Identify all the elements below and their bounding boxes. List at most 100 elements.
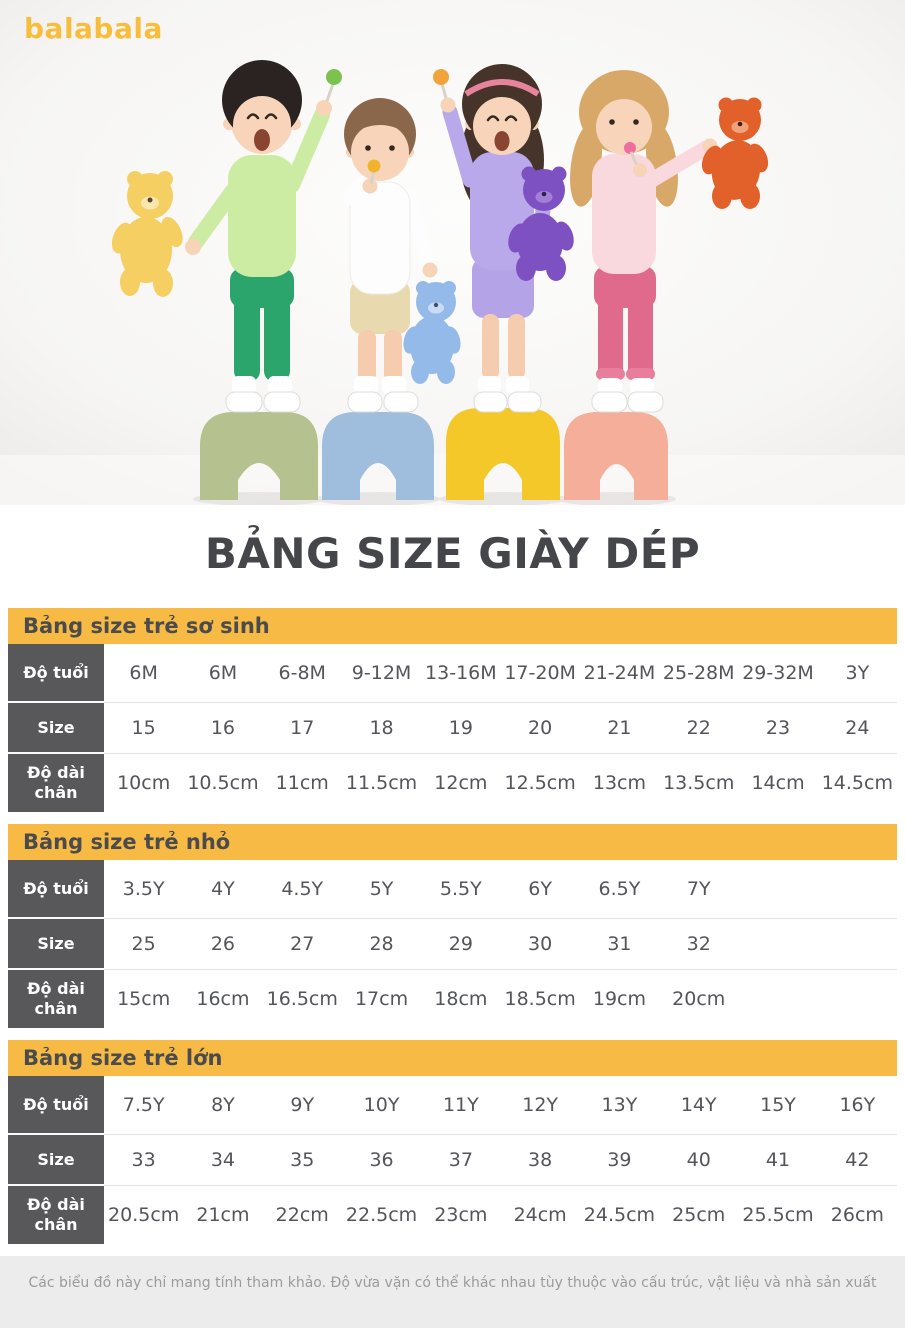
table-cell: 3.5Y (104, 860, 184, 919)
table-cell: 12Y (500, 1076, 580, 1135)
table-cell: 4Y (183, 860, 263, 919)
table-row: Độ tuổi 6M 6M 6-8M 9-12M 13-16M 17-20M 21-24M 25… (8, 644, 897, 703)
table-cell: 13.5cm (663, 771, 735, 794)
yellow-lollipop (367, 159, 381, 173)
pink-headband (464, 79, 540, 97)
size-table: Bảng size trẻ sơ sinh Độ tuổi 6M 6M 6-8M 9-12… (8, 608, 897, 812)
table-cell: 30 (500, 918, 580, 970)
table-row: Độ tuổi 3.5Y 4Y 4.5Y 5Y 5.5Y 6Y 6.5Y 7Y (8, 860, 897, 919)
table-cell: 17-20M (500, 644, 580, 703)
table-cell: 12.5cm (504, 771, 576, 794)
size-table: Bảng size trẻ lớn Độ tuổi 7.5Y 8Y 9Y 10Y 11Y 12… (8, 1040, 897, 1244)
table-cell: 4.5Y (262, 860, 342, 919)
table-cell: 23 (738, 702, 818, 754)
brand-logo: balabala (24, 12, 163, 45)
table-cell: 36 (341, 1134, 422, 1186)
table-cell: 10Y (341, 1076, 422, 1135)
table-cell: 6Y (500, 860, 580, 919)
row-label: Độ dài chân (8, 753, 104, 812)
kid-boy-green (185, 60, 342, 413)
table-cell: 24 (817, 702, 897, 754)
table-cell: 6M (104, 644, 184, 703)
table-cell: 10cm (117, 771, 171, 794)
row-label: Size (8, 702, 104, 754)
table-cell: 21-24M (579, 644, 660, 703)
table-cell: 19 (421, 702, 501, 754)
size-grid: Độ tuổi 7.5Y 8Y 9Y 10Y 11Y 12Y 13Y 14Y 15Y 16Y Size… (8, 1076, 897, 1244)
table-cell: 31 (579, 918, 660, 970)
table-cell: 13cm (592, 771, 646, 794)
table-cell: 16Y (817, 1076, 897, 1135)
table-cell: 15Y (738, 1076, 818, 1135)
table-title-bar: Bảng size trẻ sơ sinh (8, 608, 897, 644)
table-cell: 25-28M (659, 644, 739, 703)
table-cell: 14.5cm (821, 771, 893, 794)
table-cell: 5Y (341, 860, 422, 919)
row-label: Độ tuổi (8, 1076, 104, 1135)
table-cell: 20 (500, 702, 580, 754)
table-cell: 28 (341, 918, 422, 970)
pink-lollipop (624, 142, 636, 154)
table-cell: 3Y (817, 644, 897, 703)
table-cell: 15cm (117, 987, 171, 1010)
table-row: Độ dài chân 15cm 16cm 16.5cm 17cm 18cm 18.5cm 1… (8, 969, 897, 1028)
table-row: Độ dài chân 10cm 10.5cm 11cm 11.5cm 12cm 12.5c… (8, 753, 897, 812)
table-cell: 11.5cm (345, 771, 418, 794)
table-cell: 13-16M (421, 644, 501, 703)
teddy-bear-purple (508, 166, 574, 281)
table-cell: 29-32M (738, 644, 818, 703)
table-cell: 6.5Y (579, 860, 660, 919)
table-cell: 25cm (672, 1203, 726, 1226)
hero-photo: balabala (0, 0, 905, 505)
kid-girl-pink (570, 70, 718, 413)
table-row: Size 15 16 17 18 19 20 21 22 23 24 (8, 702, 897, 754)
table-cell: 39 (579, 1134, 660, 1186)
table-cell: 34 (183, 1134, 263, 1186)
table-cell: 6-8M (262, 644, 342, 703)
stool-green (200, 412, 318, 500)
row-label: Size (8, 918, 104, 970)
table-cell: 29 (421, 918, 501, 970)
table-cell: 32 (659, 918, 739, 970)
table-cell: 21cm (196, 1203, 250, 1226)
row-label: Độ dài chân (8, 1185, 104, 1244)
table-cell: 18cm (434, 987, 488, 1010)
row-label: Độ tuổi (8, 644, 104, 703)
table-cell: 13Y (579, 1076, 660, 1135)
table-cell: 22cm (275, 1203, 329, 1226)
size-tables: Bảng size trẻ sơ sinh Độ tuổi 6M 6M 6-8M 9-12… (0, 608, 905, 1244)
size-grid: Độ tuổi 6M 6M 6-8M 9-12M 13-16M 17-20M 21-24M 25… (8, 644, 897, 812)
hero-illustration (0, 0, 905, 505)
table-title-bar: Bảng size trẻ nhỏ (8, 824, 897, 860)
table-cell: 25 (104, 918, 184, 970)
table-cell: 5.5Y (421, 860, 501, 919)
table-cell: 35 (262, 1134, 342, 1186)
page-title: BẢNG SIZE GIÀY DÉP (204, 529, 701, 578)
table-cell: 27 (262, 918, 342, 970)
khaki-shorts (350, 280, 410, 334)
table-cell: 15 (104, 702, 184, 754)
table-cell: 37 (421, 1134, 501, 1186)
footer-note: Các biểu đồ này chỉ mang tính tham khảo.… (0, 1256, 905, 1328)
size-grid: Độ tuổi 3.5Y 4Y 4.5Y 5Y 5.5Y 6Y 6.5Y 7Y Size 25 26 2… (8, 860, 897, 1028)
stool-yellow (446, 408, 560, 500)
teddy-bear-blue (403, 281, 461, 384)
table-cell: 23cm (434, 1203, 488, 1226)
green-lollipop (326, 69, 342, 85)
table-cell (738, 860, 818, 919)
white-shirt (349, 181, 411, 295)
table-cell: 17 (262, 702, 342, 754)
table-row: Độ dài chân 20.5cm 21cm 22cm 22.5cm 23cm 24cm 2… (8, 1185, 897, 1244)
stool-blue (322, 412, 434, 500)
table-title-bar: Bảng size trẻ lớn (8, 1040, 897, 1076)
table-cell: 7Y (659, 860, 739, 919)
table-row: Size 33 34 35 36 37 38 39 40 41 42 (8, 1134, 897, 1186)
table-cell: 33 (104, 1134, 184, 1186)
teddy-bear-yellow (111, 171, 183, 297)
table-cell (738, 969, 817, 1028)
table-cell: 12cm (434, 771, 488, 794)
kid-boy-white (342, 98, 438, 413)
table-cell: 9-12M (341, 644, 422, 703)
green-shirt (228, 155, 296, 277)
